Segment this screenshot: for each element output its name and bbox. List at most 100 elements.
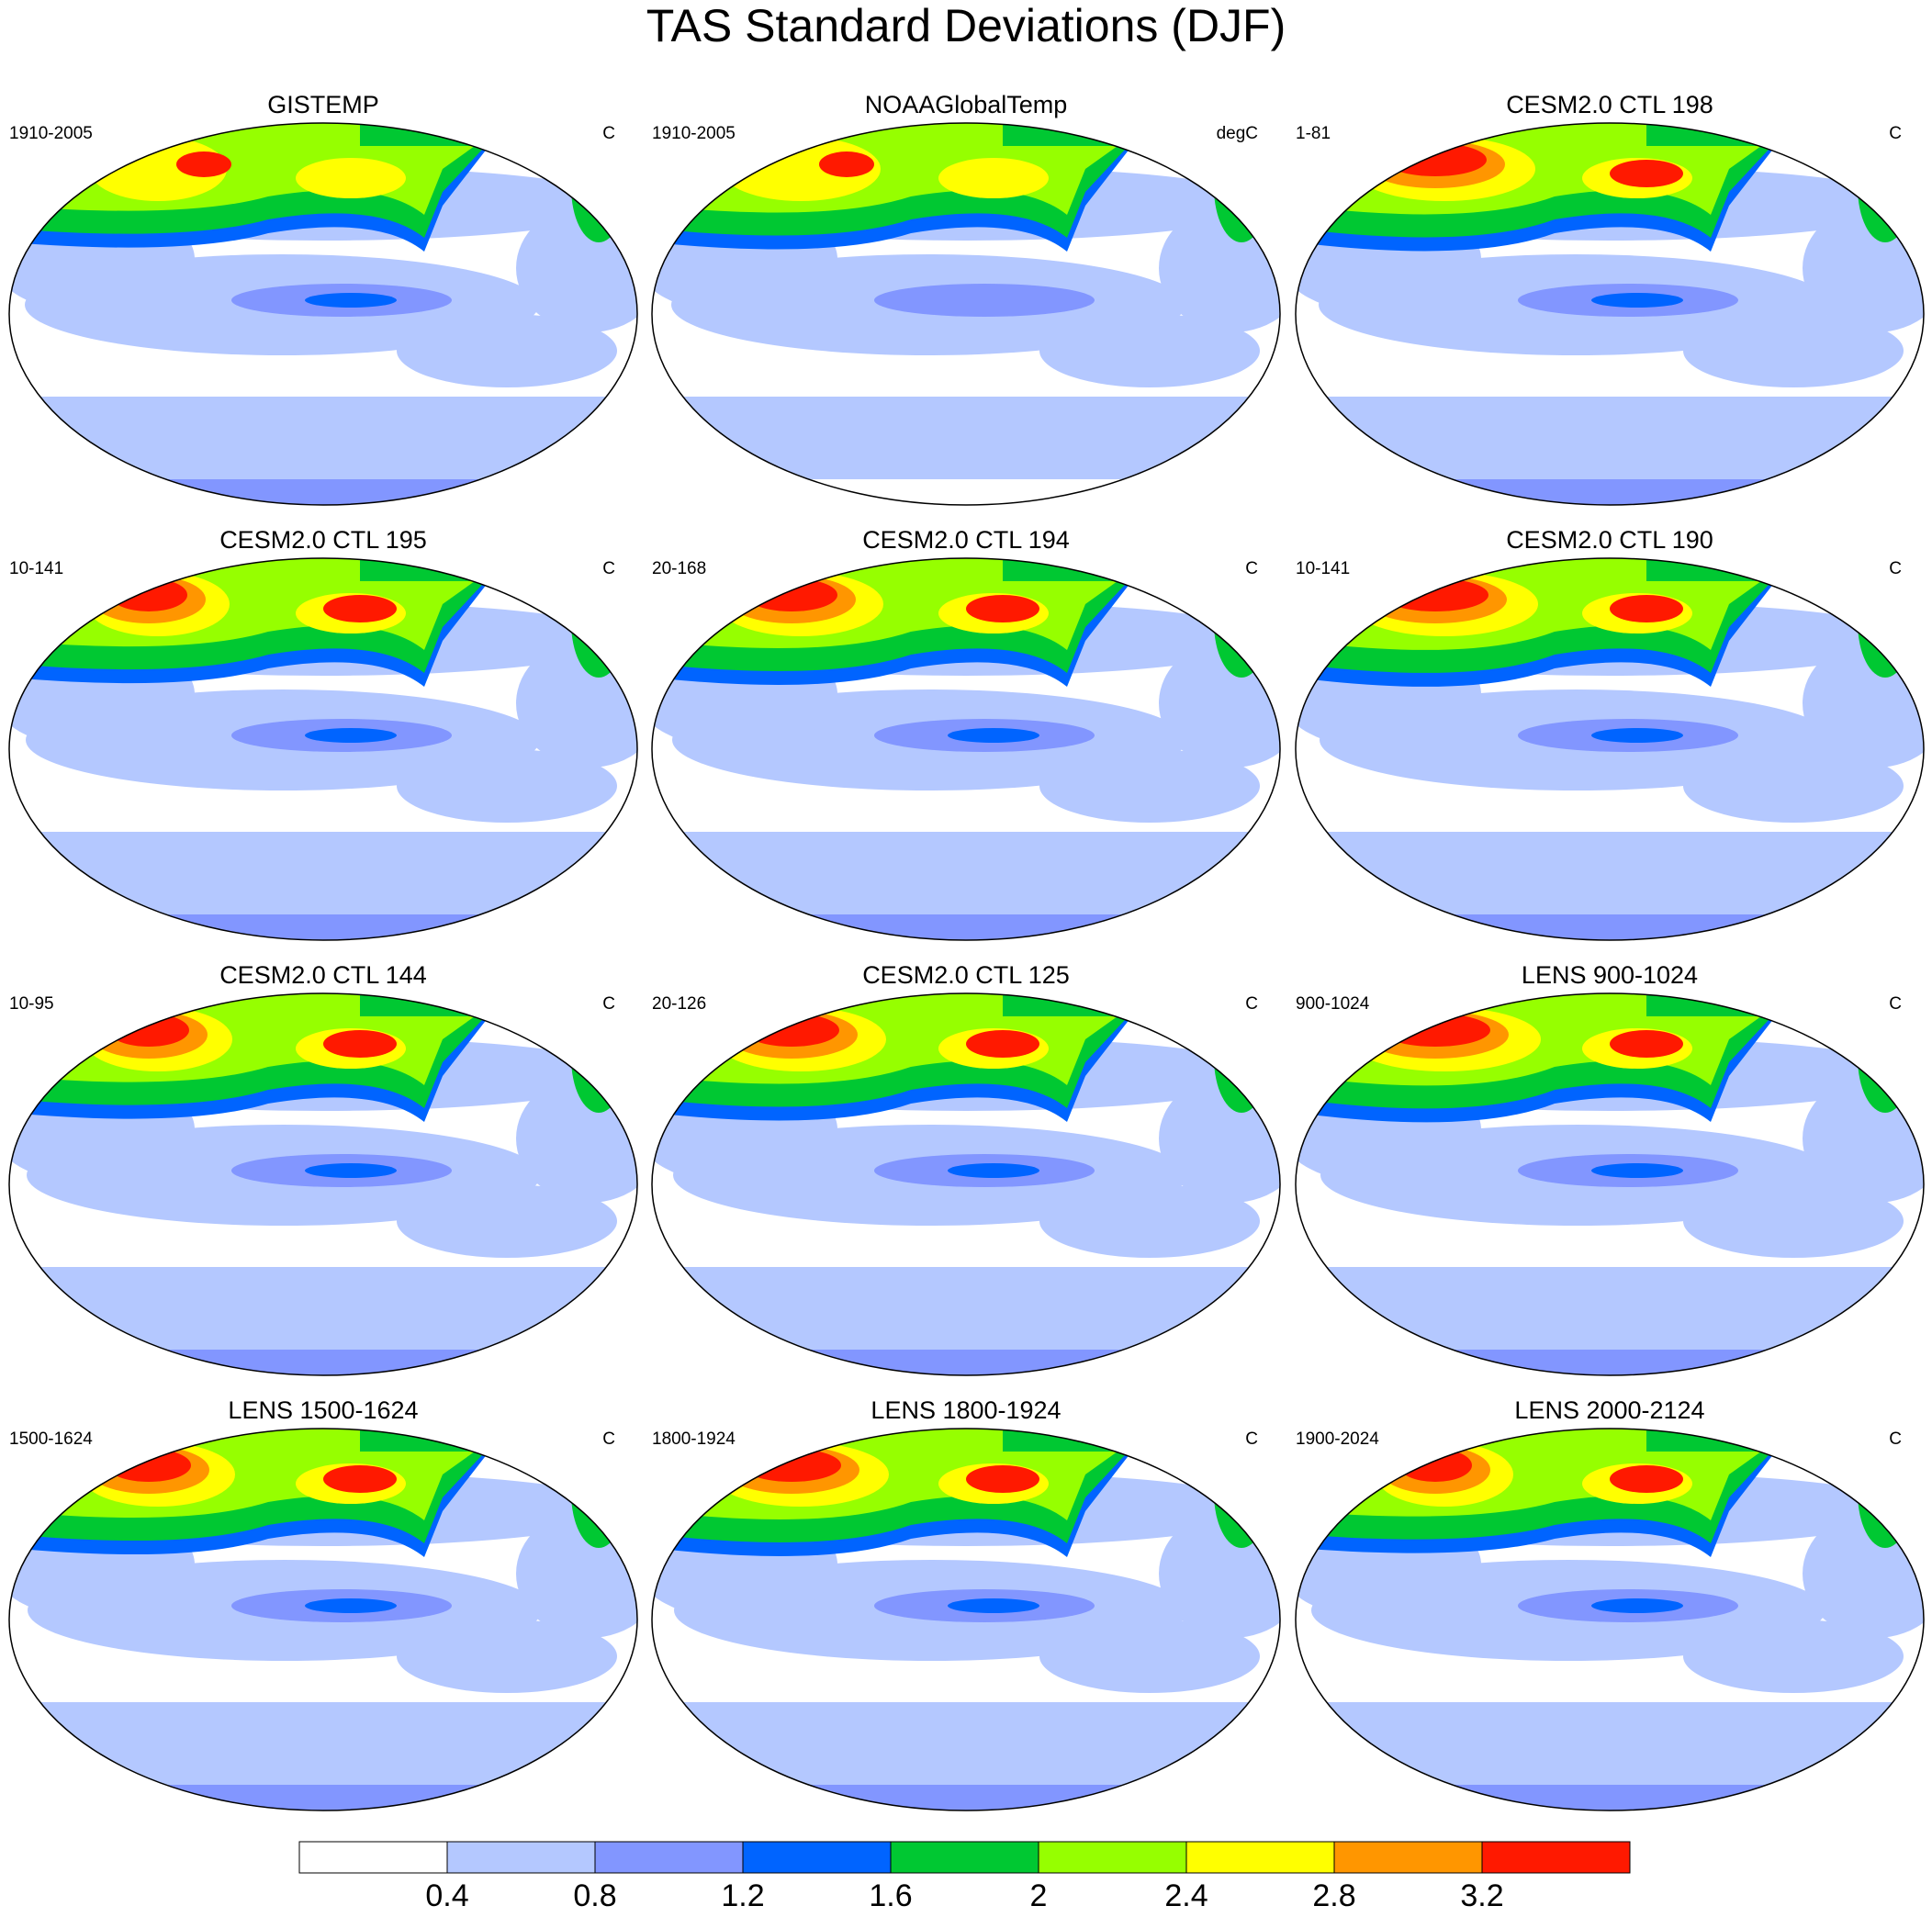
panel-right-label: C xyxy=(1889,559,1902,578)
map-band xyxy=(397,1184,617,1258)
panel-right-label: C xyxy=(1889,1429,1902,1449)
panel-left-label: 1900-2024 xyxy=(1296,1429,1379,1449)
map-band xyxy=(323,1030,397,1058)
map-band xyxy=(1591,1163,1683,1178)
panel-title: CESM2.0 CTL 125 xyxy=(862,961,1070,989)
map-band xyxy=(108,1014,189,1047)
colorbar-label: 2.4 xyxy=(1164,1878,1208,1913)
map-band xyxy=(397,1620,617,1693)
panel-left-label: 10-95 xyxy=(9,994,54,1014)
figure-title: TAS Standard Deviations (DJF) xyxy=(646,0,1286,51)
colorbar-label: 1.2 xyxy=(721,1878,764,1913)
map-band xyxy=(110,578,187,611)
map-outline xyxy=(651,557,1281,941)
map-outline xyxy=(1295,1428,1925,1811)
panel-left-label: 1910-2005 xyxy=(9,124,93,143)
colorbar-label: 0.8 xyxy=(573,1878,616,1913)
map-band xyxy=(1398,1449,1472,1482)
panel-title: CESM2.0 CTL 194 xyxy=(862,526,1070,554)
colorbar-box xyxy=(298,1841,448,1874)
colorbar-box xyxy=(446,1841,596,1874)
map-outline xyxy=(651,1428,1281,1811)
map-band xyxy=(1858,1438,1913,1548)
colorbar-box xyxy=(1185,1841,1335,1874)
map-band xyxy=(1858,567,1913,678)
map-band xyxy=(1683,1620,1904,1693)
map-outline xyxy=(1295,992,1925,1376)
map-band xyxy=(1382,578,1488,611)
colorbar-box xyxy=(1481,1841,1631,1874)
map-band xyxy=(397,749,617,823)
panel-right-label: C xyxy=(602,559,615,578)
map-outline xyxy=(8,992,638,1376)
panel-right-label: C xyxy=(1245,994,1258,1014)
map-band xyxy=(176,151,231,177)
map-band xyxy=(966,595,1039,622)
map-band xyxy=(948,1598,1039,1613)
panel-title: CESM2.0 CTL 144 xyxy=(219,961,427,989)
map-band xyxy=(1591,728,1683,743)
map-band xyxy=(571,132,626,242)
panel-title: CESM2.0 CTL 195 xyxy=(219,526,427,554)
map-field xyxy=(652,1429,1280,1810)
panel-right-label: C xyxy=(1889,124,1902,143)
colorbar-box xyxy=(594,1841,744,1874)
map-field xyxy=(1296,123,1924,505)
map-outline xyxy=(651,122,1281,506)
panel-right-label: C xyxy=(1245,1429,1258,1449)
panel-left-label: 1500-1624 xyxy=(9,1429,93,1449)
map-band xyxy=(1214,1438,1269,1548)
map-band xyxy=(305,1598,397,1613)
panel-right-label: C xyxy=(1245,559,1258,578)
map-band xyxy=(652,1350,1280,1375)
panel-left-label: 10-141 xyxy=(9,559,63,578)
map-band xyxy=(1214,1003,1269,1113)
panel-title: LENS 2000-2124 xyxy=(1514,1396,1704,1424)
panel-left-label: 1800-1924 xyxy=(652,1429,736,1449)
map-field xyxy=(9,123,637,505)
panel-left-label: 1910-2005 xyxy=(652,124,736,143)
map-field xyxy=(9,1429,637,1810)
map-band xyxy=(1039,749,1260,823)
map-band xyxy=(107,1449,191,1482)
map-band xyxy=(1039,1620,1260,1693)
panel-right-label: C xyxy=(602,124,615,143)
map-band xyxy=(948,728,1039,743)
map-field xyxy=(1296,1429,1924,1810)
map-band xyxy=(1858,1003,1913,1113)
map-band xyxy=(305,1163,397,1178)
map-field xyxy=(1296,558,1924,940)
map-band xyxy=(9,1350,637,1375)
map-band xyxy=(323,1465,397,1493)
map-band xyxy=(1683,314,1904,387)
map-band xyxy=(1039,1184,1260,1258)
map-band xyxy=(1610,595,1683,622)
panel-title: GISTEMP xyxy=(267,91,379,118)
map-field xyxy=(652,558,1280,940)
map-field xyxy=(9,558,637,940)
panel-left-label: 10-141 xyxy=(1296,559,1350,578)
map-band xyxy=(652,1785,1280,1810)
panel-right-label: C xyxy=(602,994,615,1014)
map-band xyxy=(9,1785,637,1810)
map-band xyxy=(1380,1014,1490,1047)
panel-right-label: C xyxy=(1889,994,1902,1014)
map-band xyxy=(305,728,397,743)
panel-title: CESM2.0 CTL 198 xyxy=(1506,91,1713,118)
map-band xyxy=(305,293,397,308)
map-outline xyxy=(1295,557,1925,941)
map-band xyxy=(966,1465,1039,1493)
map-band xyxy=(1214,132,1269,242)
panel-right-label: C xyxy=(602,1429,615,1449)
panel-left-label: 20-168 xyxy=(652,559,706,578)
map-band xyxy=(966,1030,1039,1058)
map-band xyxy=(9,914,637,940)
panel-title: LENS 1500-1624 xyxy=(228,1396,418,1424)
panel-left-label: 1-81 xyxy=(1296,124,1331,143)
map-band xyxy=(819,151,874,177)
map-band xyxy=(1683,1184,1904,1258)
map-band xyxy=(1610,1465,1683,1493)
panel-title: NOAAGlobalTemp xyxy=(865,91,1068,118)
colorbar-box xyxy=(1333,1841,1483,1874)
